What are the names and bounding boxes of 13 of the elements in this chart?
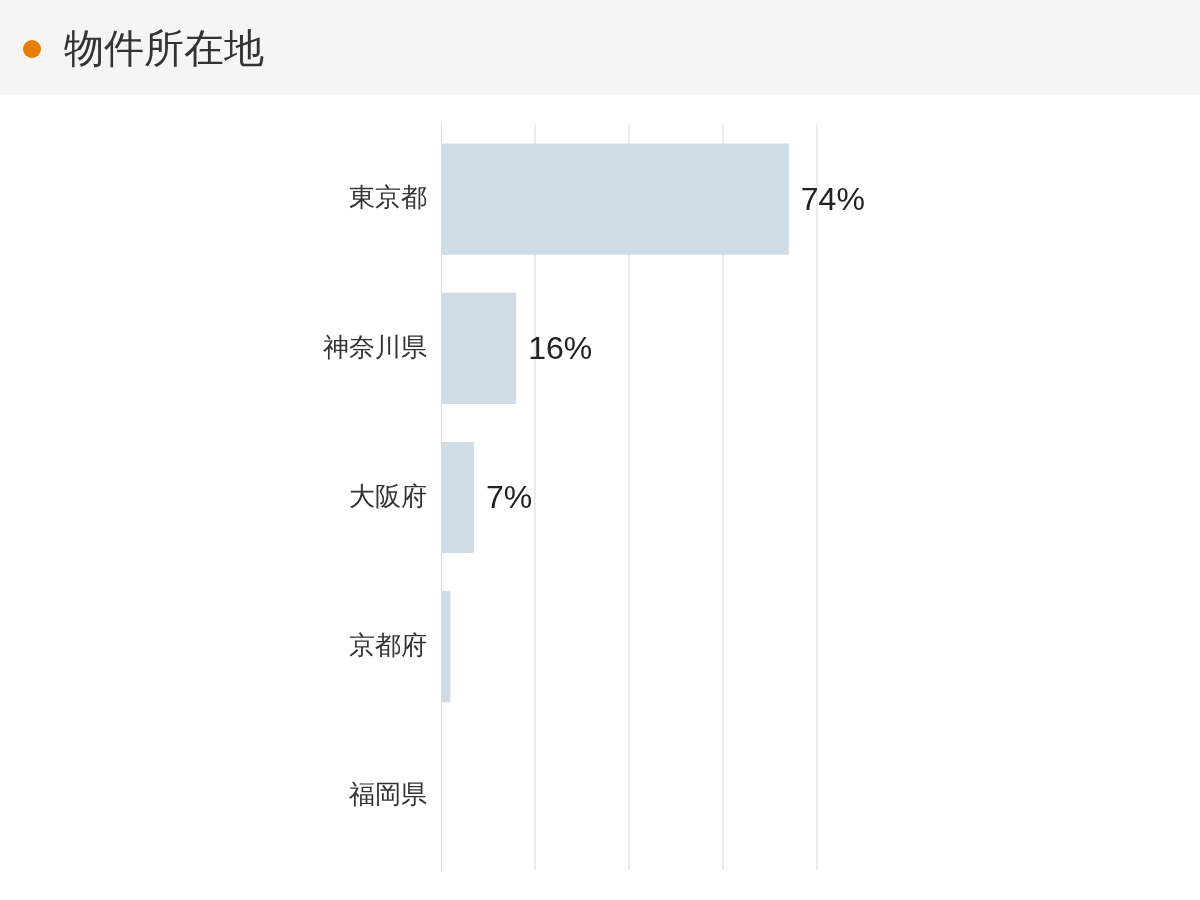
- bar: [442, 441, 474, 554]
- y-tick-label: 神奈川県: [323, 331, 427, 362]
- y-tick-label: 京都府: [349, 629, 427, 660]
- data-label: 16%: [528, 330, 593, 367]
- data-label: 7%: [485, 479, 533, 516]
- data-label: 74%: [800, 181, 865, 218]
- bar: [442, 591, 451, 703]
- bar: [442, 292, 517, 404]
- y-tick-label: 東京都: [349, 182, 427, 213]
- chart-title: 物件所在地: [64, 25, 264, 72]
- y-tick-label: 大阪府: [349, 480, 427, 511]
- bar: [442, 143, 789, 255]
- y-tick-label: 福岡県: [349, 778, 427, 809]
